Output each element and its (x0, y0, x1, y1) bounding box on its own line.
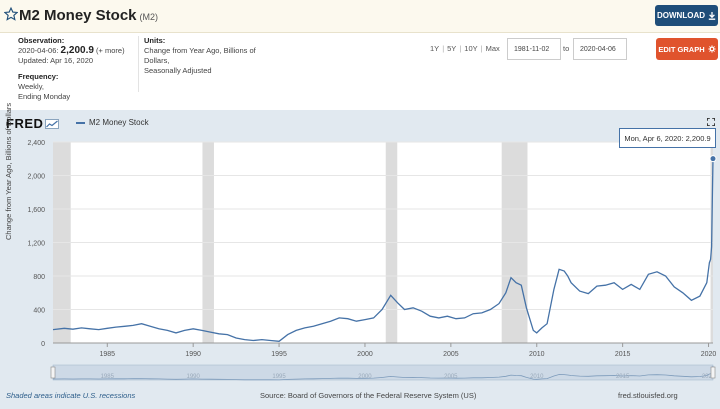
navigator-tick-label: 1985 (101, 374, 115, 380)
x-tick-label: 1985 (99, 351, 115, 358)
chart-legend: M2 Money Stock (76, 118, 149, 127)
range-separator: | (480, 44, 483, 53)
units-label: Units: (144, 36, 166, 45)
chart-tooltip: Mon, Apr 6, 2020: 2,200.9 (619, 128, 716, 148)
recessions-note: Shaded areas indicate U.S. recessions (6, 391, 136, 400)
download-button[interactable]: DOWNLOAD (655, 5, 718, 26)
y-tick-label: 2,400 (27, 140, 45, 147)
page-title: M2 Money Stock (M2) (19, 7, 158, 24)
site-link[interactable]: fred.stlouisfed.org (618, 391, 678, 400)
navigator-tick-label: 2000 (358, 374, 372, 380)
range-separator: | (442, 44, 445, 53)
range-max[interactable]: Max (485, 44, 500, 53)
download-icon (708, 11, 716, 20)
start-date-input[interactable] (507, 38, 561, 60)
units-line2: Dollars, (144, 56, 170, 65)
highlight-point (709, 155, 717, 163)
units-line3: Seasonally Adjusted (144, 66, 212, 75)
navigator-tick-label: 1995 (272, 374, 286, 380)
range-1y[interactable]: 1Y (430, 44, 440, 53)
observation-block: Observation: 2020-04-06: 2,200.9 (+ more… (18, 36, 125, 102)
x-tick-label: 2000 (357, 351, 373, 358)
units-block: Units: Change from Year Ago, Billions of… (144, 36, 256, 76)
x-tick-label: 2015 (615, 351, 631, 358)
x-tick-label: 1990 (185, 351, 201, 358)
fullscreen-icon[interactable] (707, 118, 715, 126)
edit-graph-button[interactable]: EDIT GRAPH (656, 38, 718, 60)
fred-logo-text: FRED (6, 116, 44, 131)
range-10y[interactable]: 10Y (464, 44, 478, 53)
legend-swatch (76, 121, 85, 124)
navigator-line (52, 366, 714, 381)
navigator-tick-label: 1990 (186, 374, 200, 380)
title-bar: M2 Money Stock (M2) DOWNLOAD (0, 0, 720, 33)
y-tick-label: 1,200 (27, 241, 45, 248)
frequency-line2: Ending Monday (18, 92, 71, 101)
navigator-tick-label: 2005 (444, 374, 458, 380)
navigator-tick-label: 2010 (530, 374, 544, 380)
range-5y[interactable]: 5Y (447, 44, 457, 53)
units-line1: Change from Year Ago, Billions of (144, 46, 256, 55)
range-selector: 1Y | 5Y | 10Y | Max (430, 44, 500, 53)
fred-logo: FRED (6, 116, 60, 131)
navigator-tick-label: 2020 (702, 374, 716, 380)
meta-divider (138, 36, 139, 92)
legend-label: M2 Money Stock (89, 118, 149, 127)
observation-date: 2020-04-06: (18, 46, 59, 55)
series-title: M2 Money Stock (19, 7, 137, 24)
end-date-input[interactable] (573, 38, 627, 60)
gear-icon (708, 45, 716, 53)
y-tick-label: 0 (41, 341, 45, 348)
y-axis-label: Change from Year Ago, Billions of Dollar… (4, 102, 13, 240)
source-note: Source: Board of Governors of the Federa… (260, 391, 477, 400)
y-tick-label: 800 (33, 274, 45, 281)
to-label: to (563, 44, 570, 53)
x-tick-label: 2005 (443, 351, 459, 358)
navigator-handle-right (710, 366, 716, 379)
x-tick-label: 1995 (271, 351, 287, 358)
download-label: DOWNLOAD (657, 11, 705, 20)
y-tick-label: 400 (33, 308, 45, 315)
updated-date: Updated: Apr 16, 2020 (18, 56, 94, 65)
tooltip-text: Mon, Apr 6, 2020: 2,200.9 (624, 133, 711, 143)
navigator-handle-left (50, 366, 56, 379)
frequency-label: Frequency: (18, 72, 59, 81)
x-tick-label: 2020 (701, 351, 717, 358)
star-icon[interactable] (4, 6, 18, 22)
edit-graph-label: EDIT GRAPH (658, 44, 705, 54)
y-tick-label: 2,000 (27, 174, 45, 181)
y-tick-label: 1,600 (27, 207, 45, 214)
observation-label: Observation: (18, 36, 65, 45)
fred-graph-icon (45, 119, 60, 129)
navigator-tick-label: 2015 (616, 374, 630, 380)
observation-more-link[interactable]: (+ more) (96, 46, 125, 55)
x-tick-label: 2010 (529, 351, 545, 358)
observation-value: 2,200.9 (60, 45, 94, 56)
series-code: (M2) (139, 12, 159, 22)
frequency-line1: Weekly, (18, 82, 44, 91)
series-line (52, 158, 714, 342)
range-separator: | (459, 44, 462, 53)
